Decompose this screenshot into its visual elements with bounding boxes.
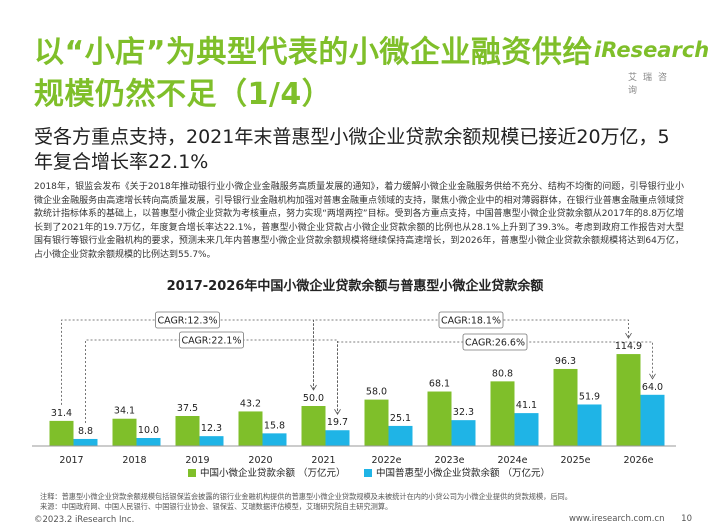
x-tick-2026e: 2026e xyxy=(623,455,653,466)
cagr-box-0 xyxy=(155,311,220,329)
data-label-2026e-small-micro: 114.9 xyxy=(615,341,642,352)
bar-2018-inclusive xyxy=(136,438,161,446)
x-tick-2022e: 2022e xyxy=(371,455,401,466)
legend-label-1: 中国普惠型小微企业贷款余额 （万亿元） xyxy=(376,467,550,479)
bar-2023e-small-micro xyxy=(427,391,452,446)
bar-2021-inclusive xyxy=(325,430,350,446)
data-label-2023e-inclusive: 32.3 xyxy=(453,407,474,418)
cagr-box-1 xyxy=(179,331,244,349)
data-label-2019-small-micro: 37.5 xyxy=(177,403,198,414)
x-tick-2019: 2019 xyxy=(185,455,209,466)
cagr-label-3: CAGR:26.6% xyxy=(465,338,525,349)
data-label-2023e-small-micro: 68.1 xyxy=(429,379,450,390)
bar-2025e-small-micro xyxy=(553,368,578,446)
data-label-2021-small-micro: 50.0 xyxy=(303,393,324,404)
x-tick-2018: 2018 xyxy=(122,455,146,466)
bar-2020-small-micro xyxy=(238,411,263,446)
x-tick-2023e: 2023e xyxy=(434,455,464,466)
logo-subtext: 艾瑞咨询 xyxy=(628,73,674,96)
bar-2023e-inclusive xyxy=(451,420,476,446)
bar-2017-small-micro xyxy=(49,420,74,446)
footer-copyright: ©2023.2 iResearch Inc. xyxy=(34,515,135,525)
data-label-2024e-small-micro: 80.8 xyxy=(492,368,513,379)
body-paragraph: 2018年，银监会发布《关于2018年推动银行业小微企业金融服务高质量发展的通知… xyxy=(34,182,684,260)
data-label-2018-small-micro: 34.1 xyxy=(114,406,135,417)
data-label-2017-inclusive: 8.8 xyxy=(78,426,93,437)
cagr-label-2: CAGR:18.1% xyxy=(441,316,501,327)
x-tick-2020: 2020 xyxy=(248,455,272,466)
chart-title: 2017-2026年中国小微企业贷款余额与普惠型小微企业贷款余额 xyxy=(166,279,544,294)
bar-2025e-inclusive xyxy=(577,404,602,446)
data-label-2020-inclusive: 15.8 xyxy=(264,420,285,431)
cagr-bracket-2 xyxy=(313,319,629,390)
x-tick-2021: 2021 xyxy=(311,455,335,466)
data-label-2018-inclusive: 10.0 xyxy=(138,425,159,436)
data-label-2025e-inclusive: 51.9 xyxy=(579,391,600,402)
data-label-2017-small-micro: 31.4 xyxy=(51,408,72,419)
cagr-arrow-2 xyxy=(625,332,632,339)
legend-swatch-0 xyxy=(188,469,196,477)
cagr-label-1: CAGR:22.1% xyxy=(181,336,241,347)
bar-2020-inclusive xyxy=(262,433,287,446)
data-label-2022e-small-micro: 58.0 xyxy=(366,387,387,398)
page-subtitle: 受各方重点支持，2021年末普惠型小微企业贷款余额规模已接近20万亿，5年复合增… xyxy=(34,126,670,173)
bar-2021-small-micro xyxy=(301,406,326,446)
x-tick-2017: 2017 xyxy=(59,455,83,466)
iresearch-logo: iResearch 艾瑞咨询 xyxy=(594,34,709,96)
footnote: 注释：普惠型小微企业贷款余额规模包括银保监会披露的银行业金融机构提供的普惠型小微… xyxy=(40,492,690,512)
bar-2024e-inclusive xyxy=(514,413,539,446)
x-tick-2025e: 2025e xyxy=(560,455,590,466)
cagr-arrow-3 xyxy=(649,373,656,380)
cagr-box-3 xyxy=(462,333,528,351)
data-label-2025e-small-micro: 96.3 xyxy=(555,356,576,367)
bar-2026e-small-micro xyxy=(616,354,641,446)
x-tick-2024e: 2024e xyxy=(497,455,527,466)
data-label-2024e-inclusive: 41.1 xyxy=(516,400,537,411)
legend-label-0: 中国小微企业贷款余额 （万亿元） xyxy=(200,467,346,479)
bar-chart: 31.48.8201734.110.0201837.512.3201943.21… xyxy=(32,311,676,479)
bar-2022e-small-micro xyxy=(364,399,389,446)
bar-2026e-inclusive xyxy=(640,394,665,446)
page-title: 以“小店”为典型代表的小微企业融资供给规模仍然不足（1/4） xyxy=(34,35,593,112)
data-label-2022e-inclusive: 25.1 xyxy=(390,413,411,424)
legend-swatch-1 xyxy=(364,469,372,477)
footer-right: www.iresearch.com.cn 10 xyxy=(569,514,692,524)
data-label-2021-inclusive: 19.7 xyxy=(327,417,348,428)
bar-2019-small-micro xyxy=(175,416,200,446)
data-label-2026e-inclusive: 64.0 xyxy=(642,382,663,393)
bar-2022e-inclusive xyxy=(388,425,413,446)
footnote-note: 注释：普惠型小微企业贷款余额规模包括银保监会披露的银行业金融机构提供的普惠型小微… xyxy=(40,492,572,501)
page-number: 10 xyxy=(681,514,692,524)
footnote-source: 来源：中国政府网、中国人民银行、中国银行业协会、银保监、艾瑞数据评估模型，艾瑞研… xyxy=(40,502,393,511)
bar-2019-inclusive xyxy=(199,436,224,446)
bar-2018-small-micro xyxy=(112,418,137,446)
data-label-2019-inclusive: 12.3 xyxy=(201,423,222,434)
data-label-2020-small-micro: 43.2 xyxy=(240,398,261,409)
bar-2017-inclusive xyxy=(73,438,98,446)
cagr-box-2 xyxy=(438,311,504,329)
cagr-label-0: CAGR:12.3% xyxy=(157,316,217,327)
logo-wordmark: iResearch xyxy=(594,38,710,62)
footer-website[interactable]: www.iresearch.com.cn xyxy=(568,514,665,524)
bar-2024e-small-micro xyxy=(490,381,515,446)
